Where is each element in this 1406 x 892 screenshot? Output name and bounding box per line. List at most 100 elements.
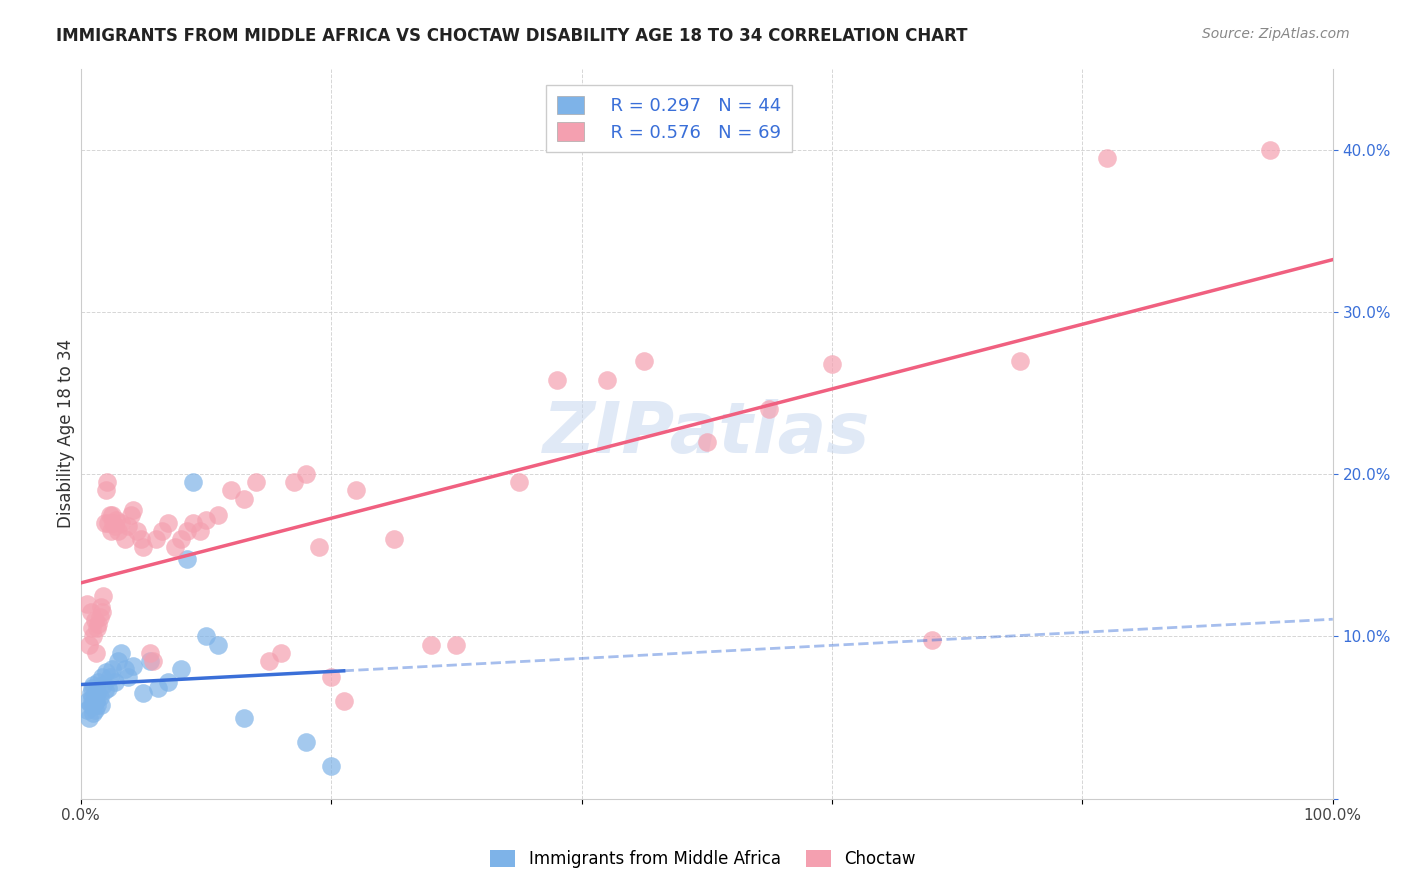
Point [921,632,943,647]
Point [82,678,104,692]
Point [157,674,180,689]
Point [295,467,318,482]
Point [283,475,305,490]
Point [183,475,205,490]
Point [82,699,104,714]
Point [96,475,118,490]
Point [295,735,318,749]
Point [83,702,105,716]
Point [114,662,136,676]
Point [821,357,844,371]
Point [122,503,145,517]
Point [103,674,125,689]
Point [76,702,98,716]
Legend:   R = 0.297   N = 44,   R = 0.576   N = 69: R = 0.297 N = 44, R = 0.576 N = 69 [547,85,792,153]
Point [76,597,98,611]
Point [125,524,148,538]
Point [80,621,103,635]
Point [132,686,155,700]
Text: ZIPatlas: ZIPatlas [543,399,870,468]
Point [508,475,530,490]
Point [86,686,108,700]
Point [595,373,617,387]
Point [207,508,229,522]
Point [84,694,107,708]
Point [194,513,217,527]
Point [91,605,114,619]
Point [696,434,718,449]
Point [142,654,165,668]
Point [117,519,139,533]
Point [91,678,114,692]
Point [84,646,107,660]
Point [1258,143,1281,157]
Text: Source: ZipAtlas.com: Source: ZipAtlas.com [1202,27,1350,41]
Point [91,670,114,684]
Point [82,630,104,644]
Point [129,532,152,546]
Point [80,686,103,700]
Point [103,516,125,530]
Point [188,524,211,538]
Point [80,698,103,712]
Point [93,683,115,698]
Point [89,690,111,704]
Point [176,551,198,566]
Point [80,691,103,706]
Point [170,532,193,546]
Point [270,646,292,660]
Point [157,516,180,530]
Point [207,638,229,652]
Point [219,483,242,498]
Point [1008,353,1031,368]
Point [321,670,343,684]
Point [758,402,780,417]
Point [245,475,267,490]
Point [546,373,568,387]
Point [114,532,136,546]
Point [163,540,186,554]
Point [80,605,103,619]
Point [83,613,105,627]
Point [232,491,254,506]
Point [145,532,167,546]
Y-axis label: Disability Age 18 to 34: Disability Age 18 to 34 [58,339,75,528]
Point [94,665,117,680]
Point [86,698,108,712]
Point [633,353,655,368]
Point [232,711,254,725]
Point [98,508,121,522]
Point [150,524,173,538]
Point [1097,151,1119,165]
Point [120,508,142,522]
Point [97,681,120,696]
Point [77,694,100,708]
Point [420,638,443,652]
Point [90,600,112,615]
Point [170,662,193,676]
Point [100,524,122,538]
Point [148,681,170,696]
Point [257,654,280,668]
Text: IMMIGRANTS FROM MIDDLE AFRICA VS CHOCTAW DISABILITY AGE 18 TO 34 CORRELATION CHA: IMMIGRANTS FROM MIDDLE AFRICA VS CHOCTAW… [56,27,967,45]
Point [122,658,145,673]
Point [110,646,132,660]
Point [194,630,217,644]
Point [183,516,205,530]
Point [308,540,330,554]
Point [104,513,127,527]
Point [382,532,405,546]
Point [93,516,115,530]
Point [101,662,124,676]
Point [321,759,343,773]
Point [446,638,468,652]
Point [344,483,367,498]
Point [82,706,104,720]
Point [86,621,108,635]
Point [89,610,111,624]
Point [97,516,120,530]
Point [79,711,101,725]
Point [138,654,160,668]
Point [91,589,114,603]
Point [87,616,110,631]
